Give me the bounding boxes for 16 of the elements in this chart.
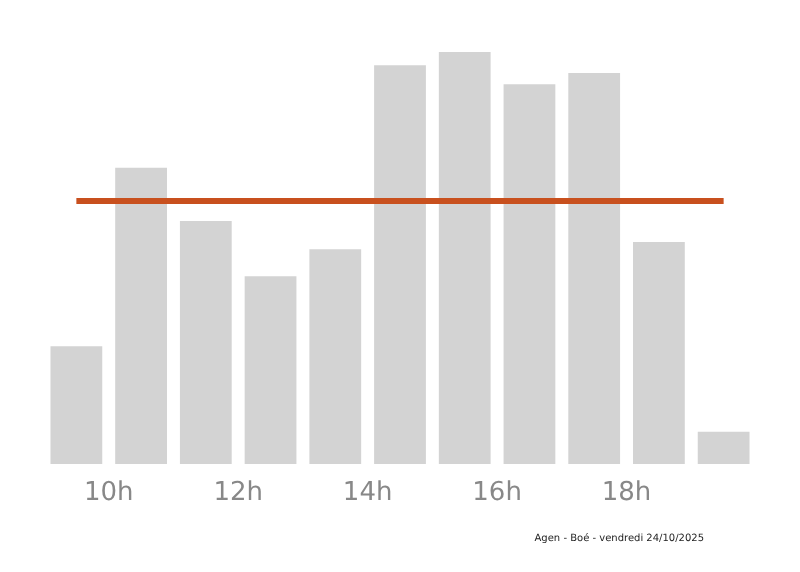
bar: [50, 346, 103, 464]
bar: [244, 276, 297, 464]
bar: [503, 84, 556, 464]
bar: [697, 431, 750, 464]
x-tick-label: 12h: [213, 478, 263, 508]
bar: [309, 249, 362, 464]
bar: [115, 167, 167, 464]
x-tick-label: 16h: [472, 478, 522, 508]
bar: [374, 65, 426, 464]
bar: [438, 52, 491, 464]
x-tick-label: 18h: [601, 478, 652, 508]
bar: [568, 73, 621, 464]
x-tick-label: 14h: [342, 478, 393, 508]
x-tick-label: 10h: [83, 478, 134, 508]
bar: [633, 241, 685, 464]
bar: [179, 220, 232, 464]
